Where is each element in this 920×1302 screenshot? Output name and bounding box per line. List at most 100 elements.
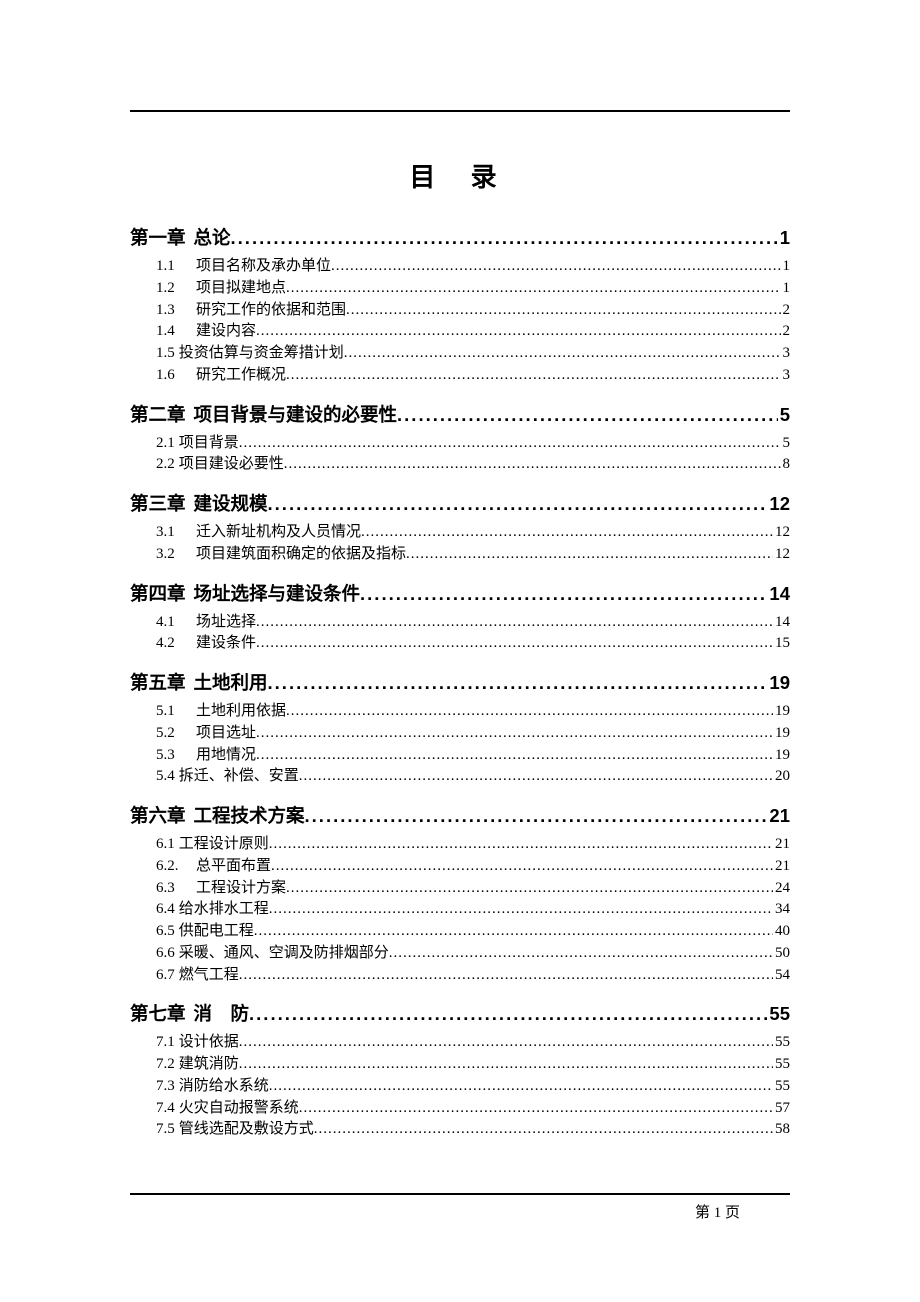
toc-entry-page: 12 — [773, 522, 790, 544]
page-number: 第 1 页 — [130, 1201, 790, 1222]
toc-sub-row: 1.6研究工作概况 3 — [130, 365, 790, 387]
toc-entry-label: 项目选址 — [196, 723, 256, 745]
toc-entry-page: 5 — [778, 404, 790, 426]
toc-leader-dots — [256, 321, 780, 343]
toc-entry-number: 7.3 — [156, 1076, 175, 1098]
toc-entry-number: 2.1 — [156, 433, 175, 455]
toc-leader-dots — [256, 612, 773, 634]
toc-sub-row: 4.1场址选择 14 — [130, 612, 790, 634]
toc-entry-label: 拆迁、补偿、安置 — [179, 766, 299, 788]
toc-entry-number: 6.1 — [156, 834, 175, 856]
toc-entry-label: 火灾自动报警系统 — [179, 1098, 299, 1120]
toc-leader-dots — [344, 343, 781, 365]
toc-entry-number: 6.7 — [156, 965, 175, 987]
toc-entry-page: 19 — [773, 701, 790, 723]
toc-sub-row: 7.1设计依据 55 — [130, 1032, 790, 1054]
toc-entry-page: 19 — [767, 672, 790, 694]
toc-entry-page: 58 — [773, 1119, 790, 1141]
toc-entry-label: 消防给水系统 — [179, 1076, 269, 1098]
toc-entry-number: 第二章 — [130, 401, 186, 427]
toc-leader-dots — [239, 965, 773, 987]
toc-sub-row: 6.4给水排水工程 34 — [130, 899, 790, 921]
toc-leader-dots — [360, 583, 767, 605]
toc-sub-row: 1.3研究工作的依据和范围 2 — [130, 300, 790, 322]
toc-sub-row: 1.1项目名称及承办单位 1 — [130, 256, 790, 278]
toc-leader-dots — [269, 899, 773, 921]
toc-entry-number: 4.1 — [156, 612, 196, 634]
toc-leader-dots — [299, 1098, 773, 1120]
toc-sub-row: 4.2建设条件 15 — [130, 633, 790, 655]
toc-leader-dots — [268, 672, 768, 694]
toc-entry-page: 3 — [781, 343, 791, 365]
toc-entry-page: 19 — [773, 745, 790, 767]
toc-sub-row: 1.4建设内容 2 — [130, 321, 790, 343]
toc-entry-number: 第三章 — [130, 490, 186, 516]
toc-leader-dots — [286, 365, 780, 387]
toc-chapter-row: 第六章工程技术方案 21 — [130, 802, 790, 828]
toc-leader-dots — [286, 278, 780, 300]
toc-leader-dots — [269, 1076, 773, 1098]
toc-entry-page: 24 — [773, 878, 790, 900]
toc-sub-row: 2.1项目背景 5 — [130, 433, 790, 455]
toc-sub-row: 1.2项目拟建地点 1 — [130, 278, 790, 300]
toc-entry-label: 项目背景 — [179, 433, 239, 455]
toc-chapter-row: 第五章土地利用 19 — [130, 669, 790, 695]
toc-chapter-row: 第七章消 防 55 — [130, 1000, 790, 1026]
toc-entry-label: 土地利用依据 — [196, 701, 286, 723]
toc-entry-label: 管线选配及敷设方式 — [179, 1119, 314, 1141]
toc-entry-page: 55 — [773, 1054, 790, 1076]
toc-sub-row: 1.5投资估算与资金筹措计划 3 — [130, 343, 790, 365]
toc-entry-number: 5.4 — [156, 766, 175, 788]
toc-sub-row: 6.6采暖、通风、空调及防排烟部分 50 — [130, 943, 790, 965]
toc-entry-label: 总平面布置 — [196, 856, 271, 878]
toc-entry-number: 第六章 — [130, 802, 186, 828]
toc-entry-label: 建筑消防 — [179, 1054, 239, 1076]
toc-leader-dots — [239, 433, 781, 455]
toc-entry-number: 6.3 — [156, 878, 196, 900]
toc-entry-label: 土地利用 — [194, 669, 268, 695]
toc-entry-number: 1.1 — [156, 256, 196, 278]
bottom-rule — [130, 1193, 790, 1195]
toc-leader-dots — [314, 1119, 773, 1141]
toc-entry-label: 项目建筑面积确定的依据及指标 — [196, 544, 406, 566]
toc-entry-page: 1 — [781, 256, 791, 278]
toc-entry-number: 1.6 — [156, 365, 196, 387]
toc-sub-row: 7.5管线选配及敷设方式 58 — [130, 1119, 790, 1141]
toc-leader-dots — [256, 745, 773, 767]
toc-sub-row: 6.5供配电工程 40 — [130, 921, 790, 943]
toc-entry-page: 19 — [773, 723, 790, 745]
table-of-contents: 第一章总论 11.1项目名称及承办单位 11.2项目拟建地点 11.3研究工作的… — [130, 224, 790, 1141]
toc-entry-number: 第一章 — [130, 224, 186, 250]
toc-entry-label: 研究工作概况 — [196, 365, 286, 387]
toc-entry-number: 第四章 — [130, 580, 186, 606]
toc-sub-row: 3.1迁入新址机构及人员情况 12 — [130, 522, 790, 544]
toc-entry-number: 第七章 — [130, 1000, 186, 1026]
toc-entry-page: 2 — [781, 300, 791, 322]
toc-entry-number: 6.6 — [156, 943, 175, 965]
toc-entry-page: 21 — [767, 805, 790, 827]
toc-leader-dots — [239, 1054, 773, 1076]
toc-chapter-row: 第四章场址选择与建设条件 14 — [130, 580, 790, 606]
toc-entry-number: 2.2 — [156, 454, 175, 476]
toc-entry-page: 14 — [773, 612, 790, 634]
toc-entry-number: 7.4 — [156, 1098, 175, 1120]
toc-entry-page: 20 — [773, 766, 790, 788]
toc-sub-row: 5.4拆迁、补偿、安置 20 — [130, 766, 790, 788]
toc-entry-page: 54 — [773, 965, 790, 987]
toc-sub-row: 5.3用地情况 19 — [130, 745, 790, 767]
toc-entry-number: 3.2 — [156, 544, 196, 566]
toc-entry-label: 投资估算与资金筹措计划 — [179, 343, 344, 365]
toc-entry-number: 第五章 — [130, 669, 186, 695]
toc-leader-dots — [361, 522, 773, 544]
toc-entry-label: 消 防 — [194, 1000, 250, 1026]
toc-entry-page: 12 — [767, 493, 790, 515]
toc-entry-label: 供配电工程 — [179, 921, 254, 943]
toc-entry-number: 6.5 — [156, 921, 175, 943]
toc-entry-page: 12 — [773, 544, 790, 566]
top-rule — [130, 110, 790, 112]
toc-entry-number: 6.2. — [156, 856, 196, 878]
toc-leader-dots — [331, 256, 780, 278]
toc-leader-dots — [305, 805, 768, 827]
toc-entry-page: 57 — [773, 1098, 790, 1120]
toc-entry-number: 7.1 — [156, 1032, 175, 1054]
